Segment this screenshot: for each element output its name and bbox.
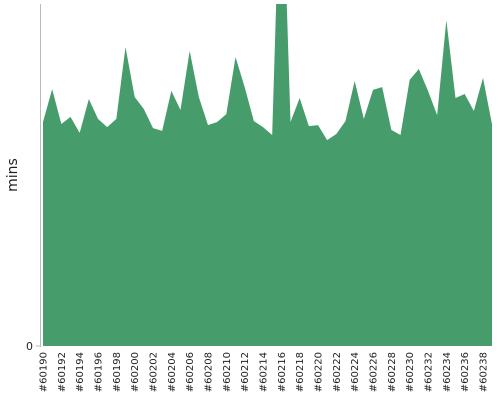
x-tick-label: #60224	[350, 352, 361, 392]
x-tick-label: #60202	[149, 352, 160, 392]
area	[43, 4, 492, 346]
x-tick-label: #60206	[185, 352, 196, 392]
x-tick-label: #60194	[75, 352, 86, 392]
x-tick-label: #60218	[295, 352, 306, 392]
x-tick-label: #60234	[442, 352, 453, 392]
x-tick-label: #60228	[387, 352, 398, 392]
y-tick-label: 0	[26, 340, 33, 353]
x-tick-label: #60222	[332, 352, 343, 392]
x-tick-label: #60192	[57, 352, 68, 392]
x-tick-label: #60220	[314, 352, 325, 392]
x-tick-label: #60190	[39, 352, 50, 392]
x-tick-label: #60216	[277, 352, 288, 392]
x-tick-label: #60204	[167, 352, 178, 392]
x-tick-label: #60198	[112, 352, 123, 392]
x-tick-label: #60196	[94, 352, 105, 392]
x-tick-label: #60212	[240, 352, 251, 392]
x-tick-label: #60214	[259, 352, 270, 392]
x-tick-label: #60238	[479, 352, 490, 392]
x-tick-label: #60236	[460, 352, 471, 392]
y-axis-label: mins	[5, 158, 21, 192]
x-tick-label: #60226	[369, 352, 380, 392]
x-tick-label: #60208	[204, 352, 215, 392]
x-tick-label: #60200	[130, 352, 141, 392]
x-tick-label: #60232	[424, 352, 435, 392]
x-tick-label: #60210	[222, 352, 233, 392]
x-tick-label: #60230	[405, 352, 416, 392]
